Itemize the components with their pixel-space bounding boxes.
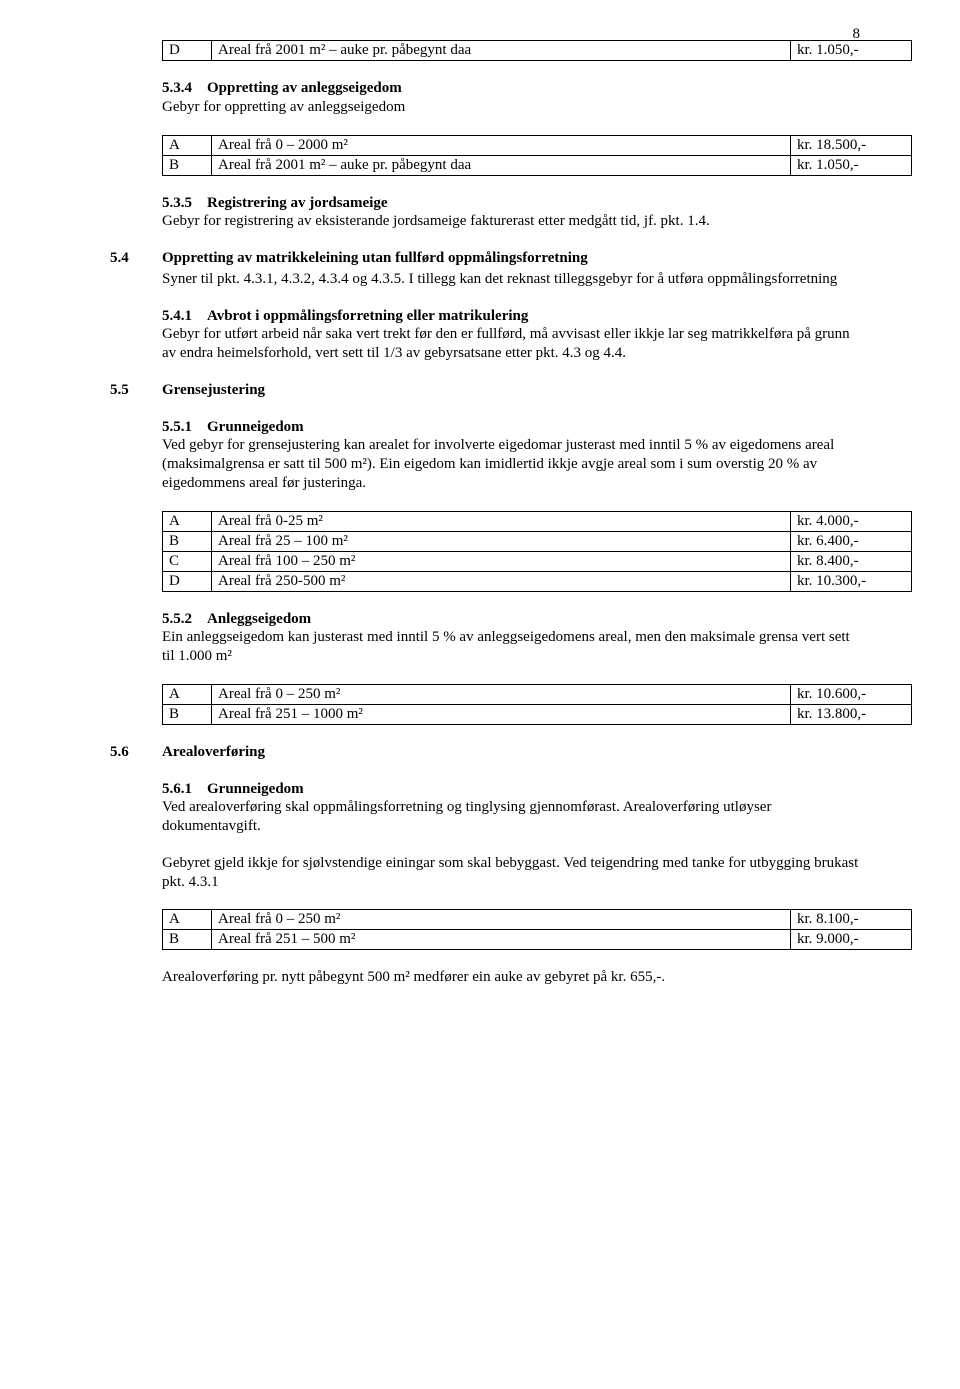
heading-num: 5.5.1	[162, 419, 192, 435]
table-row: A Areal frå 0 – 250 m² kr. 10.600,-	[163, 684, 912, 704]
heading-title: Avbrot i oppmålingsforretning eller matr…	[207, 308, 528, 324]
paragraph: Gebyr for utført arbeid når saka vert tr…	[162, 325, 860, 363]
cell: Areal frå 0-25 m²	[212, 511, 791, 531]
section-54: 5.4 Oppretting av matrikkeleining utan f…	[110, 249, 860, 289]
cell: kr. 8.100,-	[791, 910, 912, 930]
heading-title: Oppretting av anleggseigedom	[207, 80, 402, 96]
cell: Areal frå 0 – 2000 m²	[212, 135, 791, 155]
table-551: A Areal frå 0-25 m² kr. 4.000,- B Areal …	[162, 511, 912, 592]
cell: A	[163, 684, 212, 704]
table-row: D Areal frå 250-500 m² kr. 10.300,-	[163, 571, 912, 591]
heading-num: 5.3.4	[162, 80, 192, 96]
heading-title: Oppretting av matrikkeleining utan fullf…	[162, 249, 588, 268]
table-534: A Areal frå 0 – 2000 m² kr. 18.500,- B A…	[162, 135, 912, 176]
section-551: 5.5.1 Grunneigedom Ved gebyr for grensej…	[162, 418, 860, 493]
cell: Areal frå 100 – 250 m²	[212, 551, 791, 571]
section-535: 5.3.5 Registrering av jordsameige Gebyr …	[162, 194, 860, 232]
cell: D	[163, 41, 212, 61]
cell: Areal frå 0 – 250 m²	[212, 684, 791, 704]
section-56: 5.6 Arealoverføring	[110, 743, 860, 762]
heading-title: Arealoverføring	[162, 743, 265, 762]
cell: B	[163, 704, 212, 724]
cell: kr. 18.500,-	[791, 135, 912, 155]
cell: B	[163, 155, 212, 175]
cell: Areal frå 0 – 250 m²	[212, 910, 791, 930]
table-row: B Areal frå 2001 m² – auke pr. påbegynt …	[163, 155, 912, 175]
cell: B	[163, 930, 212, 950]
cell: kr. 1.050,-	[791, 41, 912, 61]
cell: kr. 6.400,-	[791, 531, 912, 551]
heading-title: Grensejustering	[162, 381, 265, 400]
table-row: A Areal frå 0 – 2000 m² kr. 18.500,-	[163, 135, 912, 155]
cell: kr. 10.600,-	[791, 684, 912, 704]
paragraph: Ein anleggseigedom kan justerast med inn…	[162, 628, 860, 666]
table-552: A Areal frå 0 – 250 m² kr. 10.600,- B Ar…	[162, 684, 912, 725]
table-top: D Areal frå 2001 m² – auke pr. påbegynt …	[162, 40, 912, 61]
cell: kr. 4.000,-	[791, 511, 912, 531]
heading-num: 5.5	[110, 381, 162, 400]
cell: A	[163, 910, 212, 930]
cell: Areal frå 251 – 1000 m²	[212, 704, 791, 724]
cell: Areal frå 25 – 100 m²	[212, 531, 791, 551]
section-561: 5.6.1 Grunneigedom Ved arealoverføring s…	[162, 780, 860, 836]
table-row: C Areal frå 100 – 250 m² kr. 8.400,-	[163, 551, 912, 571]
table-row: A Areal frå 0-25 m² kr. 4.000,-	[163, 511, 912, 531]
cell: kr. 1.050,-	[791, 155, 912, 175]
cell: Areal frå 251 – 500 m²	[212, 930, 791, 950]
heading-title: Grunneigedom	[207, 781, 304, 797]
heading-num: 5.4	[110, 249, 162, 268]
cell: A	[163, 135, 212, 155]
heading-title: Anleggseigedom	[207, 611, 311, 627]
table-row: B Areal frå 25 – 100 m² kr. 6.400,-	[163, 531, 912, 551]
cell: D	[163, 571, 212, 591]
heading-num: 5.6	[110, 743, 162, 762]
table-row: B Areal frå 251 – 500 m² kr. 9.000,-	[163, 930, 912, 950]
cell: kr. 8.400,-	[791, 551, 912, 571]
heading-num: 5.6.1	[162, 781, 192, 797]
section-534: 5.3.4 Oppretting av anleggseigedom Gebyr…	[162, 79, 860, 117]
document-page: 8 D Areal frå 2001 m² – auke pr. påbegyn…	[0, 0, 960, 1389]
heading-num: 5.3.5	[162, 195, 192, 211]
cell: kr. 10.300,-	[791, 571, 912, 591]
heading-title: Registrering av jordsameige	[207, 195, 388, 211]
cell: C	[163, 551, 212, 571]
heading-num: 5.4.1	[162, 308, 192, 324]
table-row: A Areal frå 0 – 250 m² kr. 8.100,-	[163, 910, 912, 930]
paragraph: Gebyret gjeld ikkje for sjølvstendige ei…	[162, 854, 860, 892]
section-55: 5.5 Grensejustering	[110, 381, 860, 400]
heading-title: Grunneigedom	[207, 419, 304, 435]
paragraph: Arealoverføring pr. nytt påbegynt 500 m²…	[162, 968, 860, 987]
paragraph: Gebyr for registrering av eksisterande j…	[162, 212, 860, 231]
table-row: D Areal frå 2001 m² – auke pr. påbegynt …	[163, 41, 912, 61]
cell: Areal frå 2001 m² – auke pr. påbegynt da…	[212, 41, 791, 61]
cell: kr. 13.800,-	[791, 704, 912, 724]
paragraph: Syner til pkt. 4.3.1, 4.3.2, 4.3.4 og 4.…	[162, 270, 860, 289]
paragraph: Ved gebyr for grensejustering kan areale…	[162, 436, 860, 492]
section-541: 5.4.1 Avbrot i oppmålingsforretning elle…	[162, 307, 860, 363]
paragraph: Ved arealoverføring skal oppmålingsforre…	[162, 798, 860, 836]
paragraph: Gebyr for oppretting av anleggseigedom	[162, 98, 860, 117]
cell: kr. 9.000,-	[791, 930, 912, 950]
heading-num: 5.5.2	[162, 611, 192, 627]
cell: A	[163, 511, 212, 531]
cell: Areal frå 250-500 m²	[212, 571, 791, 591]
table-row: B Areal frå 251 – 1000 m² kr. 13.800,-	[163, 704, 912, 724]
page-number: 8	[853, 26, 861, 43]
cell: Areal frå 2001 m² – auke pr. påbegynt da…	[212, 155, 791, 175]
section-552: 5.5.2 Anleggseigedom Ein anleggseigedom …	[162, 610, 860, 666]
table-561: A Areal frå 0 – 250 m² kr. 8.100,- B Are…	[162, 909, 912, 950]
cell: B	[163, 531, 212, 551]
